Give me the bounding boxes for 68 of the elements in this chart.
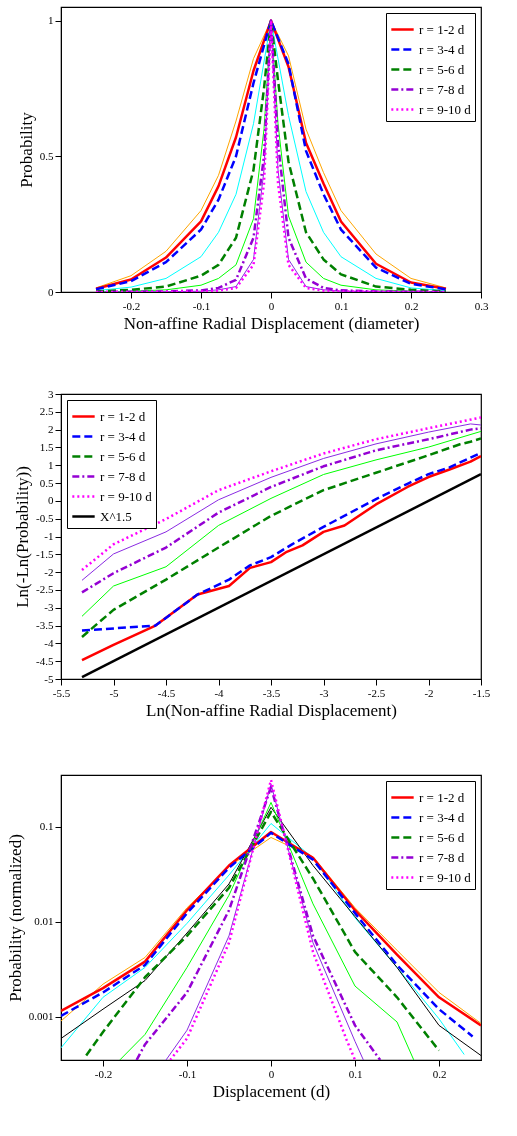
legend-label: r = 9-10 d <box>419 101 472 117</box>
x-tick-label: 0.2 <box>432 1067 447 1080</box>
y-tick-label: 0.1 <box>39 820 54 833</box>
x-tick-label: 0 <box>268 299 275 312</box>
x-tick-label: -2.5 <box>367 686 386 699</box>
x-tick-label: -4 <box>214 686 225 699</box>
y-axis-title: Probability <box>16 111 36 188</box>
y-tick-label: 0 <box>48 285 54 298</box>
legend-label: r = 5-6 d <box>419 61 465 77</box>
x-tick-label: 0.1 <box>334 299 349 312</box>
x-tick-label: -4.5 <box>157 686 176 699</box>
y-tick-label: 2 <box>48 423 54 436</box>
y-tick-label: -1.5 <box>36 547 54 560</box>
line-series <box>80 454 481 662</box>
x-tick-label: 0 <box>268 1067 275 1080</box>
y-tick-label: -4.5 <box>36 654 54 667</box>
x-axis-title: Displacement (d) <box>212 1081 331 1101</box>
y-tick-label: 0.5 <box>39 476 54 489</box>
legend-label: r = 5-6 d <box>419 829 465 845</box>
y-tick-label: -4 <box>44 636 54 649</box>
y-tick-label: 0 <box>48 494 54 507</box>
legend-label: r = 3-4 d <box>100 428 146 444</box>
legend-label: r = 9-10 d <box>419 869 472 885</box>
y-tick-label: 1 <box>48 458 54 471</box>
x-tick-label: -3 <box>319 686 330 699</box>
line-series <box>135 786 382 1060</box>
x-tick-label: -0.1 <box>192 299 211 312</box>
x-axis-title: Ln(Non-affine Radial Displacement) <box>146 700 397 720</box>
legend-label: r = 5-6 d <box>100 448 146 464</box>
y-tick-label: 0.001 <box>28 1010 54 1023</box>
legend-label: r = 1-2 d <box>419 789 465 805</box>
x-tick-label: -2 <box>424 686 434 699</box>
y-axis-title: Probability (normalized) <box>5 834 25 1002</box>
y-tick-label: 0.5 <box>39 149 54 162</box>
line-series <box>119 801 415 1060</box>
y-axis-title: Ln(-Ln(Probability)) <box>13 466 33 608</box>
x-tick-label: -3.5 <box>262 686 281 699</box>
y-tick-label: -3 <box>44 601 54 614</box>
legend-label: X^1.5 <box>100 508 132 524</box>
y-tick-label: 2.5 <box>39 405 54 418</box>
legend-label: r = 9-10 d <box>100 488 153 504</box>
y-tick-label: -5 <box>44 672 54 685</box>
y-tick-label: -3.5 <box>36 619 54 632</box>
y-tick-label: -2.5 <box>36 583 54 596</box>
legend-label: r = 7-8 d <box>100 468 146 484</box>
legend-label: r = 3-4 d <box>419 41 465 57</box>
y-tick-label: 0.01 <box>34 915 54 928</box>
y-tick-label: 3 <box>48 387 54 400</box>
x-tick-label: 0.2 <box>404 299 419 312</box>
y-tick-label: -1 <box>44 530 54 542</box>
x-tick-label: 0.3 <box>474 299 489 312</box>
y-tick-label: 1 <box>48 14 54 27</box>
legend-label: r = 7-8 d <box>419 81 465 97</box>
x-tick-label: -0.2 <box>94 1067 113 1080</box>
legend-label: r = 3-4 d <box>419 809 465 825</box>
y-tick-label: -2 <box>44 565 54 578</box>
x-tick-label: 0.1 <box>348 1067 363 1080</box>
legend-label: r = 1-2 d <box>419 21 465 37</box>
legend-label: r = 7-8 d <box>419 849 465 865</box>
x-tick-label: -1.5 <box>472 686 491 699</box>
x-axis-title: Non-affine Radial Displacement (diameter) <box>123 313 420 333</box>
x-tick-label: -5.5 <box>52 686 71 699</box>
y-tick-label: -0.5 <box>36 512 54 525</box>
legend-label: r = 1-2 d <box>100 408 146 424</box>
x-tick-label: -0.1 <box>178 1067 197 1080</box>
x-tick-label: -5 <box>109 686 120 699</box>
y-tick-label: 1.5 <box>39 440 54 453</box>
x-tick-label: -0.2 <box>122 299 141 312</box>
